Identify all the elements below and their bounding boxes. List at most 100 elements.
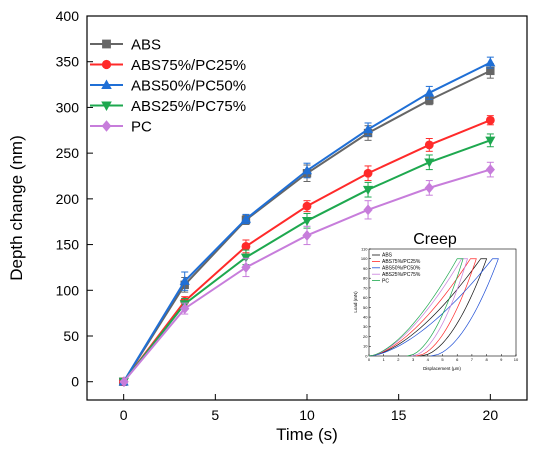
inset-y-tick-label: 10 xyxy=(363,344,368,349)
data-point xyxy=(301,217,313,227)
legend-label: ABS50%/PC50% xyxy=(131,78,246,95)
inset-y-tick-label: 50 xyxy=(363,305,368,310)
inset-series-abs25-pc75- xyxy=(368,258,468,357)
legend-item: ABS xyxy=(90,37,161,54)
inset-y-tick-label: 40 xyxy=(363,314,368,319)
inset-frame xyxy=(368,248,517,357)
x-tick-label: 15 xyxy=(391,407,407,423)
inset-title: Creep xyxy=(413,231,457,248)
inset-x-tick-label: 3 xyxy=(412,357,415,362)
inset-series-abs50-pc50- xyxy=(368,258,499,357)
data-point xyxy=(485,164,495,176)
inset-y-tick-label: 0 xyxy=(365,353,368,358)
y-axis-title: Depth change (nm) xyxy=(7,135,26,281)
inset-x-tick-label: 8 xyxy=(485,357,488,362)
legend-label: ABS25%/PC75% xyxy=(131,98,246,115)
x-tick-label: 20 xyxy=(483,407,499,423)
x-axis-title: Time (s) xyxy=(276,425,338,444)
inset-series-pc xyxy=(368,258,464,357)
y-axis-ticks: 0 50 100 150 200 250 300 350 400 xyxy=(56,8,93,390)
legend-marker xyxy=(102,39,111,49)
inset-y-tick-label: 100 xyxy=(361,256,368,261)
inset-legend: ABSABS75%/PC25%ABS50%/PC50%ABS25%/PC75%P… xyxy=(372,253,421,284)
legend-item: ABS75%/PC25% xyxy=(90,57,246,74)
x-tick-label: 10 xyxy=(299,407,315,423)
y-tick-label: 400 xyxy=(56,8,80,24)
y-tick-label: 250 xyxy=(56,145,80,161)
inset-legend-label: ABS50%/PC50% xyxy=(382,266,421,272)
inset-legend-item: ABS25%/PC75% xyxy=(372,272,421,278)
inset-curve xyxy=(368,258,477,357)
y-tick-label: 350 xyxy=(56,54,80,70)
inset-legend-item: PC xyxy=(372,278,389,284)
legend-label: ABS75%/PC25% xyxy=(131,57,246,74)
data-point xyxy=(179,275,190,285)
inset-chart: Creep 0 1 2 3 4 5 6 7 8 9 100102030405060708090100… xyxy=(353,231,519,371)
inset-x-axis-title: Displacement (μm) xyxy=(423,366,461,371)
inset-x-tick-label: 2 xyxy=(397,357,400,362)
legend-label: ABS xyxy=(131,37,161,54)
data-point xyxy=(363,204,373,216)
y-tick-label: 300 xyxy=(56,99,80,115)
data-point xyxy=(180,303,190,315)
inset-series-abs xyxy=(368,258,488,357)
data-point xyxy=(485,115,495,125)
data-point xyxy=(119,376,129,388)
x-axis-ticks: 0 5 10 15 20 xyxy=(120,394,499,423)
data-point xyxy=(241,241,251,251)
data-point xyxy=(424,140,434,150)
inset-x-tick-label: 10 xyxy=(514,357,519,362)
y-tick-label: 150 xyxy=(56,237,80,253)
inset-y-tick-label: 70 xyxy=(363,285,368,290)
inset-y-tick-label: 80 xyxy=(363,276,368,281)
data-point xyxy=(424,182,434,194)
data-point xyxy=(302,229,312,241)
inset-x-tick-label: 9 xyxy=(500,357,503,362)
y-tick-label: 100 xyxy=(56,282,80,298)
legend-marker xyxy=(101,79,112,89)
x-tick-label: 0 xyxy=(120,407,128,423)
inset-curve xyxy=(368,258,499,357)
y-tick-label: 0 xyxy=(71,374,79,390)
data-point xyxy=(424,158,435,168)
data-point xyxy=(425,95,434,105)
legend-marker xyxy=(101,59,112,70)
series-layer xyxy=(118,56,496,388)
data-point xyxy=(363,185,374,195)
inset-legend-item: ABS xyxy=(372,253,393,259)
inset-x-tick-label: 5 xyxy=(441,357,444,362)
inset-y-axis-title: Load (mN) xyxy=(353,291,358,313)
y-tick-label: 200 xyxy=(56,191,80,207)
inset-curve xyxy=(368,258,468,357)
data-point xyxy=(240,213,251,223)
data-point xyxy=(241,261,251,273)
legend-label: PC xyxy=(131,119,152,136)
inset-legend-label: PC xyxy=(382,278,389,284)
data-point xyxy=(301,165,313,175)
inset-y-tick-label: 90 xyxy=(363,266,368,271)
data-point xyxy=(363,168,373,178)
inset-series-abs75-pc25- xyxy=(368,258,477,357)
inset-legend-label: ABS xyxy=(382,253,393,259)
data-point xyxy=(424,87,435,97)
legend-item: ABS50%/PC50% xyxy=(90,78,246,95)
data-point xyxy=(302,201,312,211)
legend: ABS ABS75%/PC25% ABS50%/PC50% ABS25%/PC75% P… xyxy=(90,37,246,136)
inset-legend-item: ABS50%/PC50% xyxy=(372,266,421,272)
inset-y-tick-label: 60 xyxy=(363,295,368,300)
data-point xyxy=(486,66,495,76)
inset-x-tick-label: 0 xyxy=(368,357,371,362)
inset-x-tick-label: 1 xyxy=(383,357,386,362)
data-point xyxy=(485,136,496,146)
inset-legend-item: ABS75%/PC25% xyxy=(372,259,421,265)
data-point xyxy=(485,57,496,67)
inset-y-tick-label: 110 xyxy=(361,246,368,251)
x-tick-label: 5 xyxy=(211,407,219,423)
inset-x-tick-label: 6 xyxy=(456,357,459,362)
legend-item: ABS25%/PC75% xyxy=(90,98,246,115)
inset-series-layer xyxy=(368,258,499,357)
inset-curve xyxy=(368,258,464,357)
legend-marker xyxy=(101,120,112,132)
